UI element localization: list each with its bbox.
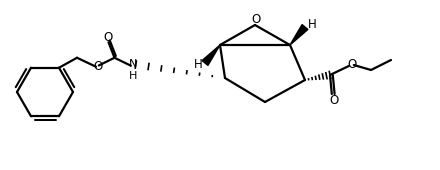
Text: O: O [93,60,102,73]
Text: O: O [347,57,356,71]
Polygon shape [290,25,308,45]
Text: H: H [194,58,202,72]
Text: O: O [103,31,113,44]
Text: N
H: N H [129,59,138,81]
Text: O: O [251,13,260,26]
Text: O: O [329,94,338,107]
Text: H: H [308,18,316,30]
Polygon shape [202,45,220,65]
